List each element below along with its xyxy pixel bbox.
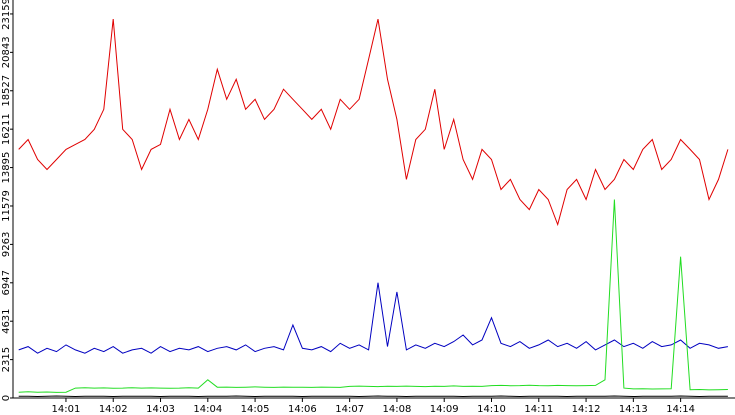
x-tick-label: 14:04 xyxy=(193,404,222,415)
x-tick-label: 14:13 xyxy=(619,404,648,415)
y-tick-label: 20843 xyxy=(1,36,12,68)
x-tick-label: 14:05 xyxy=(241,404,270,415)
x-tick-label: 14:03 xyxy=(146,404,175,415)
y-tick-label: 13895 xyxy=(1,152,12,184)
data-line xyxy=(18,395,728,398)
x-tick-label: 14:06 xyxy=(288,404,317,415)
x-tick-label: 14:08 xyxy=(383,404,412,415)
x-tick-label: 14:12 xyxy=(572,404,601,415)
data-line xyxy=(18,18,729,227)
data-line xyxy=(18,282,728,354)
y-tick-label: 23159 xyxy=(1,0,12,30)
y-tick-label: 16211 xyxy=(1,113,12,145)
x-tick-label: 14:01 xyxy=(52,404,81,415)
x-tick-label: 14:09 xyxy=(430,404,459,415)
x-tick-label: 14:02 xyxy=(99,404,128,415)
x-tick-label: 14:10 xyxy=(477,404,506,415)
x-tick-label: 14:11 xyxy=(524,404,553,415)
y-tick-label: 6947 xyxy=(1,270,12,295)
y-tick-label: 18527 xyxy=(1,75,12,107)
y-tick-label: 4631 xyxy=(1,308,12,333)
y-tick-label: 11579 xyxy=(1,190,12,222)
y-tick-label: 2315 xyxy=(1,347,12,372)
x-tick-label: 14:07 xyxy=(335,404,364,415)
x-tick-label: 14:14 xyxy=(666,404,695,415)
y-tick-label: 9263 xyxy=(1,232,12,257)
data-line xyxy=(18,199,728,393)
y-tick-label: 0 xyxy=(1,395,12,401)
